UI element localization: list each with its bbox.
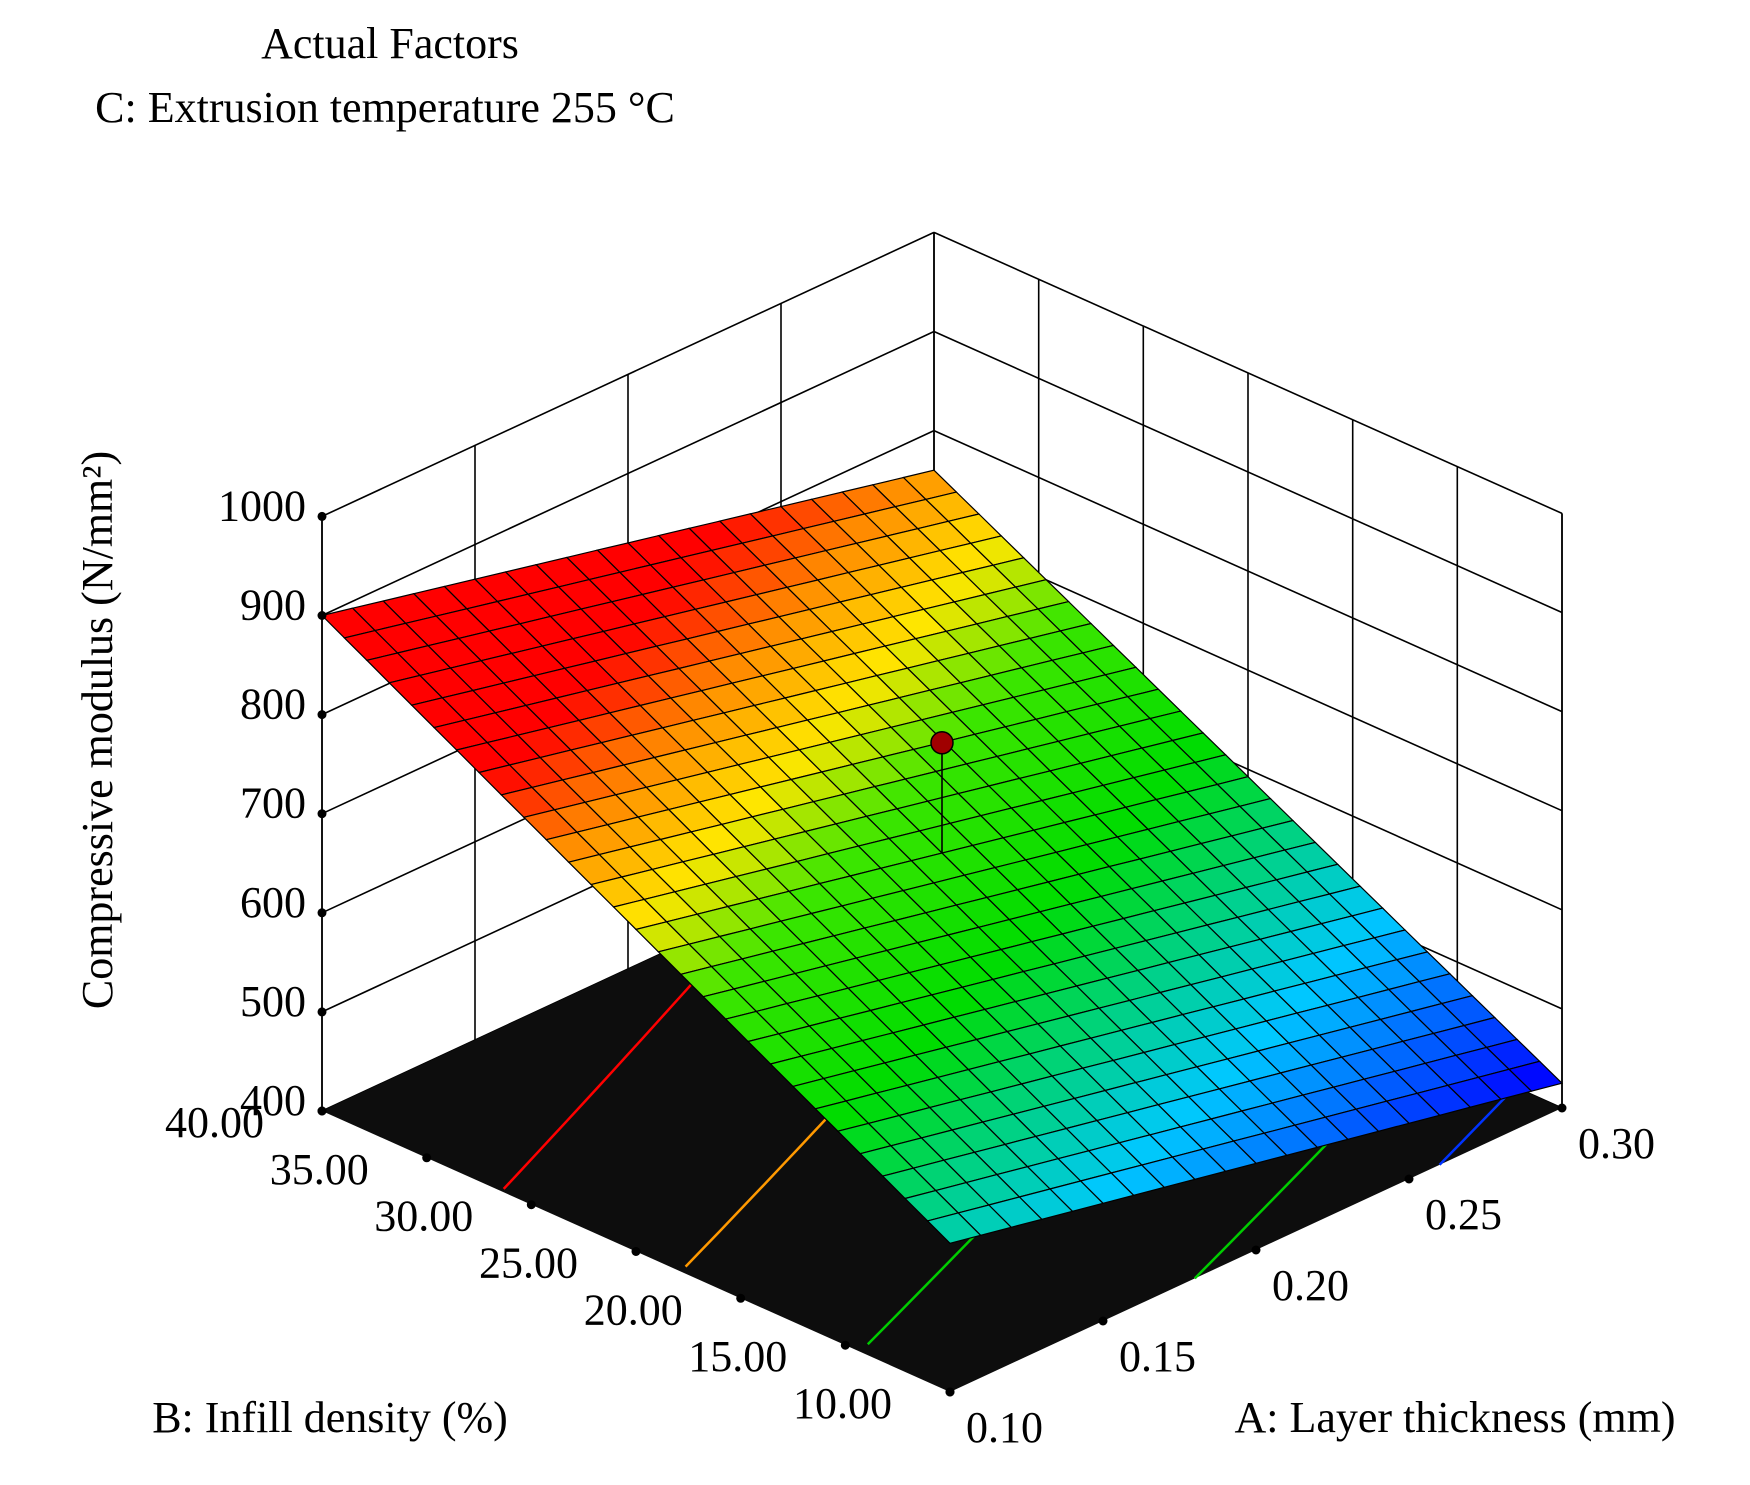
y-axis-label: B: Infill density (%)	[152, 1393, 508, 1442]
z-tick-label: 400	[240, 1076, 306, 1125]
response-surface	[320, 469, 1564, 1244]
contour-line	[1438, 1094, 1509, 1166]
z-tick-mark	[317, 511, 327, 521]
y-tick-mark	[422, 1153, 432, 1163]
z-tick-mark	[317, 809, 327, 819]
z-tick-label: 900	[240, 581, 306, 630]
z-tick-mark	[317, 710, 327, 720]
z-tick-label: 600	[240, 878, 306, 927]
x-axis-label: A: Layer thickness (mm)	[1234, 1393, 1675, 1442]
z-tick-mark	[317, 908, 327, 918]
design-point	[930, 731, 954, 755]
z-axis-label: Compressive modulus (N/mm²)	[73, 451, 122, 1009]
z-tick-label: 700	[240, 779, 306, 828]
x-tick-label: 0.10	[966, 1403, 1043, 1452]
z-tick-mark	[317, 1007, 327, 1017]
x-tick-label: 0.15	[1119, 1332, 1196, 1381]
x-tick-label: 0.30	[1578, 1119, 1655, 1168]
y-tick-mark	[317, 1106, 327, 1116]
x-tick-label: 0.20	[1272, 1261, 1349, 1310]
y-tick-label: 15.00	[688, 1332, 787, 1381]
y-tick-mark	[736, 1293, 746, 1303]
y-tick-label: 35.00	[270, 1145, 369, 1194]
y-tick-label: 40.00	[165, 1098, 264, 1147]
y-tick-mark	[840, 1340, 850, 1350]
x-tick-mark	[1557, 1103, 1567, 1113]
y-tick-label: 10.00	[793, 1379, 892, 1428]
z-tick-label: 1000	[218, 481, 306, 530]
x-tick-mark	[1404, 1174, 1414, 1184]
y-tick-mark	[526, 1200, 536, 1210]
header-line-2: C: Extrusion temperature 255 °C	[95, 83, 675, 132]
tick-labels: 400 500 600 700 800 900 1000 10.0015.0020.0025.…	[165, 481, 1655, 1452]
y-tick-label: 30.00	[374, 1192, 473, 1241]
y-tick-label: 20.00	[584, 1285, 683, 1334]
y-tick-label: 25.00	[479, 1239, 578, 1288]
z-tick-label: 500	[240, 977, 306, 1026]
x-tick-mark	[1098, 1316, 1108, 1326]
x-tick-mark	[1251, 1245, 1261, 1255]
x-tick-mark	[945, 1387, 955, 1397]
design-point-layer	[930, 731, 954, 854]
x-tick-label: 0.25	[1425, 1190, 1502, 1239]
header-line-1: Actual Factors	[261, 19, 519, 68]
surface-cell	[926, 1212, 982, 1244]
y-tick-mark	[631, 1247, 641, 1256]
z-tick-label: 800	[240, 680, 306, 729]
z-tick-mark	[317, 611, 327, 620]
